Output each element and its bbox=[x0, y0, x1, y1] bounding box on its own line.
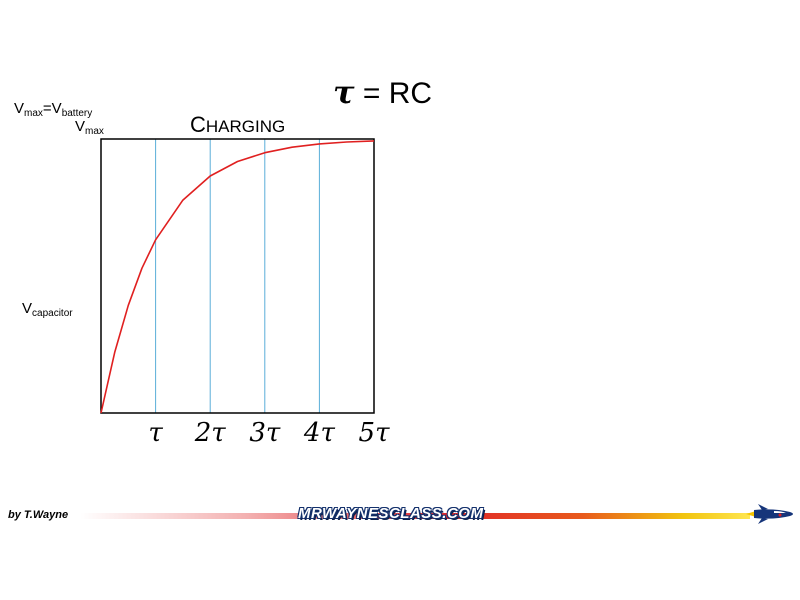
vcapacitor-label: Vcapacitor bbox=[22, 300, 73, 319]
site-logo-text: MRWAYNESCLASS.COM bbox=[298, 505, 484, 522]
tau-symbol: τ bbox=[333, 73, 355, 111]
rocket-icon bbox=[746, 504, 793, 524]
tau-equation: τ = RC bbox=[333, 72, 432, 114]
chart-title: CHARGING bbox=[190, 112, 285, 138]
equals-v: =V bbox=[42, 100, 62, 117]
series-line-0 bbox=[100, 140, 375, 414]
x-tick-label: 2τ bbox=[194, 418, 227, 448]
tau-equation-rhs: = RC bbox=[362, 77, 433, 110]
x-tick-label: 5τ bbox=[359, 418, 391, 448]
plot-frame bbox=[100, 138, 375, 414]
x-tick-label: τ bbox=[148, 418, 163, 448]
chart-title-rest: HARGING bbox=[205, 117, 286, 136]
vcap-sub: capacitor bbox=[32, 308, 73, 319]
footer-gradient-bar bbox=[80, 513, 750, 519]
vmax2-v: V bbox=[75, 118, 86, 135]
author-credit: by T.Wayne bbox=[8, 509, 69, 521]
vmax-v: V bbox=[14, 100, 25, 117]
vmax-label: Vmax bbox=[75, 118, 104, 137]
vmax-sub: max bbox=[24, 108, 43, 119]
battery-sub: battery bbox=[61, 108, 93, 119]
chart-title-initial: C bbox=[190, 112, 206, 137]
vmax2-sub: max bbox=[85, 126, 104, 137]
x-tick-label: 3τ bbox=[249, 418, 281, 448]
x-tick-label: 4τ bbox=[303, 418, 336, 448]
vmax-equals-vbattery-label: Vmax=Vbattery bbox=[14, 100, 92, 119]
vcap-v: V bbox=[22, 300, 33, 317]
